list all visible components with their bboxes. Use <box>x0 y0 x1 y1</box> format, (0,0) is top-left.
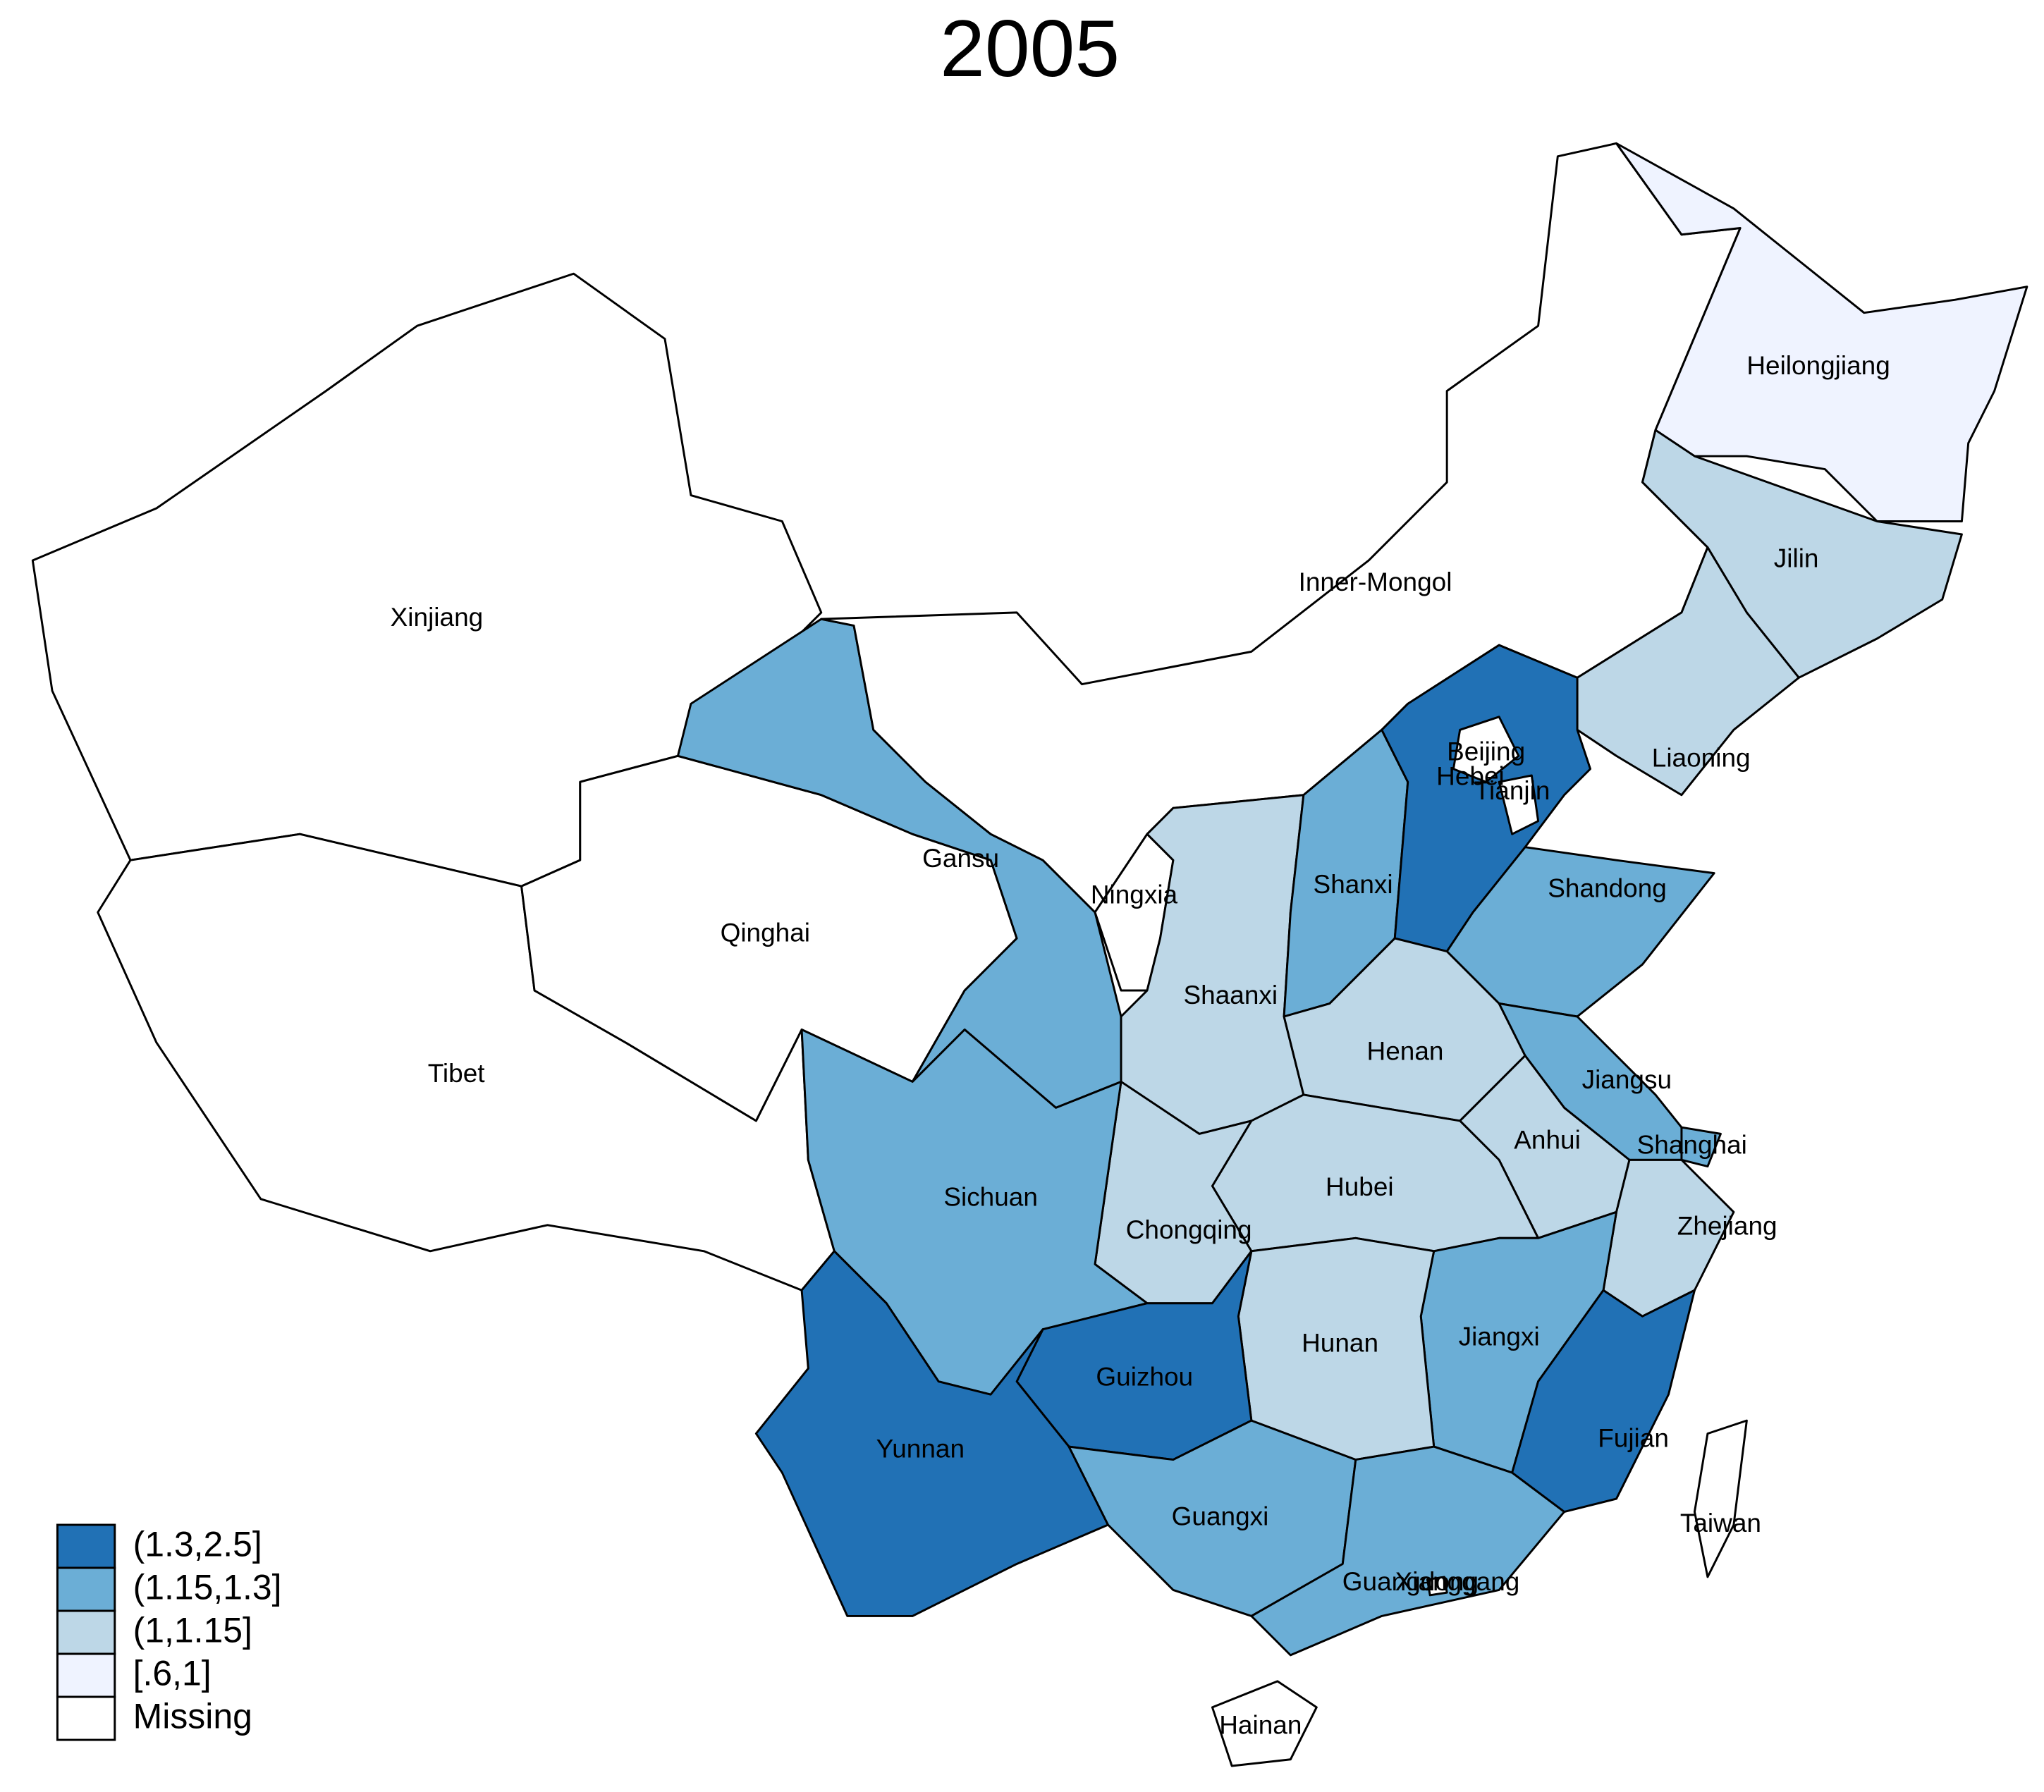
province-label: Gansu <box>922 844 999 873</box>
province-label: Shanghai <box>1637 1131 1747 1160</box>
province-label: Hainan <box>1219 1710 1302 1739</box>
province-label: Beijing <box>1447 737 1525 766</box>
province <box>1576 546 1800 797</box>
province-label: Taiwan <box>1680 1509 1761 1538</box>
province-label: Hubei <box>1326 1172 1394 1201</box>
legend-swatch <box>56 1523 116 1569</box>
province-label: Tianjin <box>1474 776 1550 805</box>
province <box>1680 1126 1722 1168</box>
legend: (1.3,2.5] (1.15,1.3] (1,1.15] [.6,1] Missing <box>56 1523 282 1741</box>
province-label: Ningxia <box>1091 880 1178 909</box>
legend-label: (1,1.15] <box>133 1611 252 1650</box>
province-label: Shaanxi <box>1183 981 1278 1009</box>
province <box>1250 1445 1566 1657</box>
legend-swatch <box>56 1609 116 1655</box>
province-label: Inner-Mongol <box>1299 567 1452 596</box>
province <box>1615 142 2028 522</box>
legend-label: (1.3,2.5] <box>133 1525 262 1564</box>
legend-swatch <box>56 1566 116 1612</box>
province-label: Hebei <box>1436 761 1505 790</box>
province-label: Shandong <box>1548 873 1667 902</box>
province-label: Guangdong <box>1342 1567 1479 1596</box>
province-label: Tibet <box>428 1059 485 1088</box>
province-label: Heilongjiang <box>1746 351 1890 380</box>
provinces <box>31 142 2028 1767</box>
province-label: Jiangsu <box>1582 1065 1672 1094</box>
legend-swatch <box>56 1695 116 1741</box>
province-label: Liaoning <box>1652 744 1751 773</box>
province-label: Zhejiang <box>1677 1211 1777 1240</box>
province-label: Sichuan <box>943 1183 1038 1212</box>
province <box>1211 1680 1318 1767</box>
province-label: Fujian <box>1598 1424 1669 1453</box>
legend-swatch <box>56 1652 116 1698</box>
province-label: Guangxi <box>1172 1502 1269 1531</box>
province-label: Hunan <box>1302 1329 1378 1358</box>
province-label: Jilin <box>1774 544 1819 573</box>
province-labels: Xinjiang Tibet Qinghai Gansu Inner-Mongol Hei… <box>391 351 1890 1739</box>
province-label: Xianggang <box>1395 1567 1520 1596</box>
legend-label: [.6,1] <box>133 1654 212 1693</box>
province-label: Anhui <box>1514 1125 1581 1154</box>
province-label: Jiangxi <box>1459 1322 1540 1351</box>
map-title: 2005 <box>940 4 1120 94</box>
province-label: Henan <box>1367 1037 1444 1066</box>
legend-label: Missing <box>133 1697 252 1736</box>
province-label: Yunnan <box>876 1434 965 1463</box>
province-label: Xinjiang <box>391 603 484 632</box>
province-label: Qinghai <box>721 918 810 947</box>
province <box>1641 429 1963 679</box>
province-label: Chongqing <box>1126 1215 1252 1244</box>
province <box>1511 1289 1696 1514</box>
province-label: Shanxi <box>1314 870 1393 899</box>
province <box>1693 1419 1748 1578</box>
province <box>1452 716 1520 783</box>
province <box>1498 774 1540 835</box>
province <box>1426 1576 1448 1597</box>
legend-label: (1.15,1.3] <box>133 1568 282 1607</box>
province-label: Guizhou <box>1096 1363 1193 1392</box>
